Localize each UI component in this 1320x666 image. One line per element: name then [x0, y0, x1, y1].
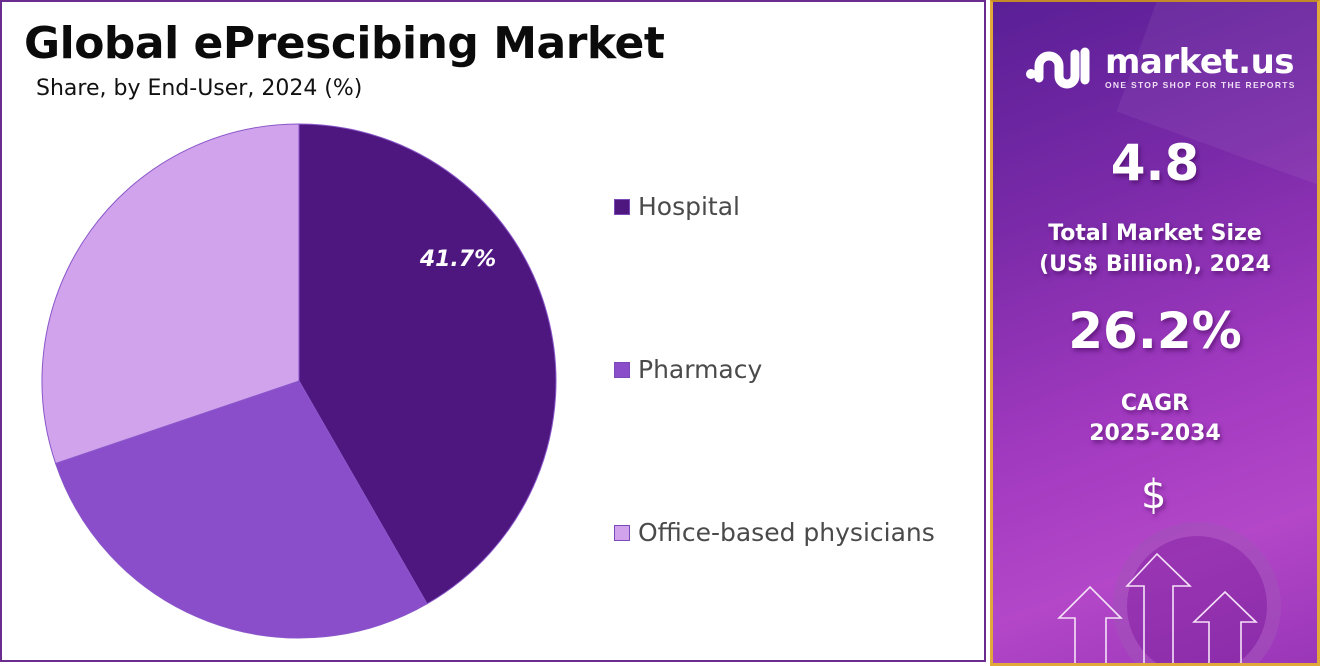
- market-size-label-line2: (US$ Billion), 2024: [1039, 252, 1271, 277]
- legend-item-pharmacy: Pharmacy: [614, 355, 762, 384]
- cagr-label-line1: CAGR: [1120, 391, 1190, 416]
- growth-arrows-icon: [1057, 552, 1258, 663]
- legend-label-pharmacy: Pharmacy: [638, 355, 763, 384]
- legend-label-office-based-physicians: Office-based physicians: [638, 518, 935, 547]
- pie-chart: 41.7%: [41, 123, 557, 639]
- pie-slice-hospital: [298, 123, 557, 605]
- chart-subtitle: Share, by End-User, 2024 (%): [36, 76, 363, 101]
- market-size-value: 4.8: [1110, 134, 1200, 192]
- chart-panel: Global ePrescibing Market Share, by End-…: [0, 0, 986, 662]
- logo-name: market.us: [1105, 41, 1295, 82]
- legend-swatch-pharmacy: [614, 361, 630, 378]
- chart-title: Global ePrescibing Market: [24, 18, 665, 69]
- logo-tagline: ONE STOP SHOP FOR THE REPORTS: [1105, 79, 1296, 90]
- coffee-cup-background: [1113, 522, 1281, 663]
- market-size-label-line1: Total Market Size: [1048, 221, 1262, 246]
- legend-label-hospital: Hospital: [638, 192, 741, 221]
- cagr-label-line2: 2025-2034: [1089, 421, 1221, 446]
- dollar-icon: $: [1141, 472, 1167, 518]
- slice-label-hospital: 41.7%: [419, 247, 496, 272]
- legend-swatch-hospital: [614, 198, 630, 215]
- legend-item-hospital: Hospital: [614, 192, 740, 221]
- summary-panel: market.us ONE STOP SHOP FOR THE REPORTS …: [990, 0, 1320, 666]
- logo-mark-icon: [1026, 47, 1090, 89]
- legend-item-office-based-physicians: Office-based physicians: [614, 518, 935, 547]
- legend-swatch-office-based-physicians: [614, 524, 630, 541]
- cagr-value: 26.2%: [1068, 302, 1242, 360]
- pie-slice-pharmacy: [54, 380, 428, 639]
- pie-slice-office-based-physicians: [41, 123, 300, 465]
- market-us-logo: market.us ONE STOP SHOP FOR THE REPORTS: [1025, 42, 1296, 92]
